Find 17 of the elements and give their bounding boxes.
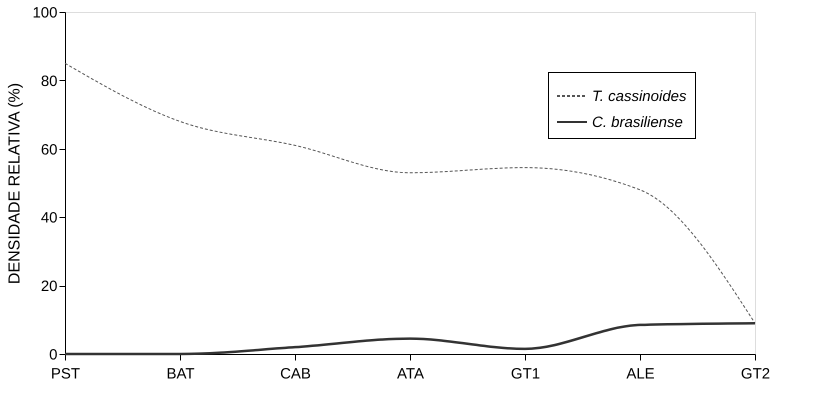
x-tick-label: ALE bbox=[626, 366, 655, 382]
x-tick-label: GT2 bbox=[740, 366, 770, 382]
x-tick-label: BAT bbox=[166, 366, 195, 382]
y-tick-label: 60 bbox=[40, 141, 58, 158]
x-tick-label: CAB bbox=[280, 366, 311, 382]
x-tick-label: GT1 bbox=[510, 366, 540, 382]
y-tick-label: 20 bbox=[40, 278, 58, 296]
y-tick-label: 0 bbox=[49, 346, 58, 364]
x-tick-label: ATA bbox=[397, 366, 424, 382]
line-series bbox=[64, 62, 756, 324]
x-tick-label: PST bbox=[50, 366, 80, 382]
legend-label: C. brasiliense bbox=[592, 114, 683, 131]
y-axis-title: DENSIDADE RELATIVA (%) bbox=[6, 82, 24, 284]
y-tick-label: 100 bbox=[32, 4, 58, 22]
y-tick-label: 80 bbox=[40, 72, 58, 90]
legend-label: T. cassinoides bbox=[592, 88, 687, 105]
y-tick-label: 40 bbox=[40, 210, 58, 227]
